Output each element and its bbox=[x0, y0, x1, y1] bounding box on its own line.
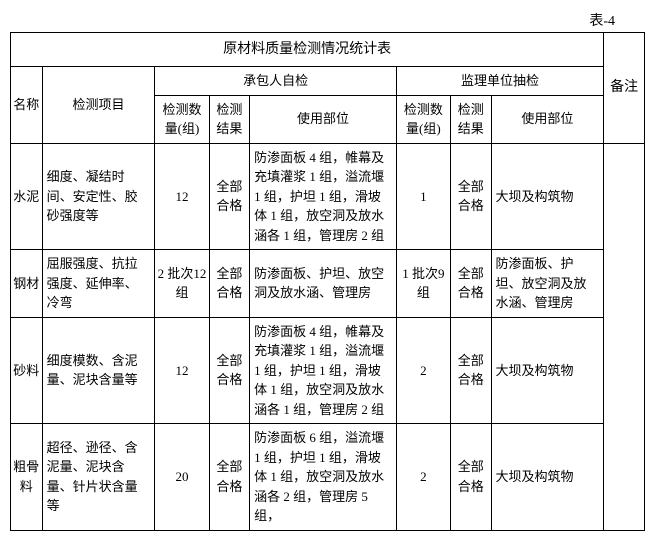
cell-c-use: 防渗面板、护坦、放空洞及放水涵、管理房 bbox=[250, 250, 397, 318]
header-item: 检测项目 bbox=[42, 67, 155, 144]
table-body: 水泥 细度、凝结时间、安定性、胶砂强度等 12 全部合格 防渗面板 4 组，帷幕… bbox=[11, 143, 645, 530]
cell-item: 细度模数、含泥量、泥块含量等 bbox=[42, 317, 155, 424]
cell-remark bbox=[604, 143, 645, 530]
cell-s-res: 全部合格 bbox=[450, 250, 491, 318]
cell-name: 水泥 bbox=[11, 143, 43, 250]
header-s-res: 检测结果 bbox=[450, 95, 491, 143]
cell-s-res: 全部合格 bbox=[450, 317, 491, 424]
cell-c-res: 全部合格 bbox=[209, 424, 250, 531]
header-s-qty: 检测数量(组) bbox=[396, 95, 450, 143]
table-title: 原材料质量检测情况统计表 bbox=[11, 33, 604, 67]
cell-s-res: 全部合格 bbox=[450, 424, 491, 531]
cell-s-qty: 2 bbox=[396, 424, 450, 531]
cell-name: 钢材 bbox=[11, 250, 43, 318]
table-row: 粗骨料 超径、逊径、含泥量、泥块含量、针片状含量等 20 全部合格 防渗面板 6… bbox=[11, 424, 645, 531]
cell-s-qty: 1 批次9 组 bbox=[396, 250, 450, 318]
cell-item: 细度、凝结时间、安定性、胶砂强度等 bbox=[42, 143, 155, 250]
table-label: 表-4 bbox=[10, 10, 645, 30]
cell-s-qty: 1 bbox=[396, 143, 450, 250]
cell-c-res: 全部合格 bbox=[209, 250, 250, 318]
cell-s-use: 大坝及构筑物 bbox=[491, 317, 604, 424]
cell-s-res: 全部合格 bbox=[450, 143, 491, 250]
header-name: 名称 bbox=[11, 67, 43, 144]
table-row: 水泥 细度、凝结时间、安定性、胶砂强度等 12 全部合格 防渗面板 4 组，帷幕… bbox=[11, 143, 645, 250]
header-c-res: 检测结果 bbox=[209, 95, 250, 143]
cell-c-qty: 20 bbox=[155, 424, 209, 531]
table-row: 钢材 屈服强度、抗拉强度、延伸率、冷弯 2 批次12 组 全部合格 防渗面板、护… bbox=[11, 250, 645, 318]
cell-c-use: 防渗面板 4 组，帷幕及充填灌浆 1 组，溢流堰 1 组，护坦 1 组，滑坡体 … bbox=[250, 143, 397, 250]
table-row: 砂料 细度模数、含泥量、泥块含量等 12 全部合格 防渗面板 4 组，帷幕及充填… bbox=[11, 317, 645, 424]
cell-name: 砂料 bbox=[11, 317, 43, 424]
cell-c-qty: 12 bbox=[155, 143, 209, 250]
cell-s-use: 防渗面板、护坦、放空洞及放水涵、管理房 bbox=[491, 250, 604, 318]
cell-c-qty: 2 批次12 组 bbox=[155, 250, 209, 318]
cell-s-use: 大坝及构筑物 bbox=[491, 143, 604, 250]
cell-c-res: 全部合格 bbox=[209, 143, 250, 250]
header-contractor: 承包人自检 bbox=[155, 67, 396, 96]
cell-c-res: 全部合格 bbox=[209, 317, 250, 424]
header-remark: 备注 bbox=[604, 33, 645, 144]
cell-s-qty: 2 bbox=[396, 317, 450, 424]
header-c-use: 使用部位 bbox=[250, 95, 397, 143]
header-supervisor: 监理单位抽检 bbox=[396, 67, 604, 96]
cell-c-use: 防渗面板 4 组，帷幕及充填灌浆 1 组，溢流堰 1 组，护坦 1 组，滑坡体 … bbox=[250, 317, 397, 424]
cell-c-use: 防渗面板 6 组，溢流堰 1 组，护坦 1 组，滑坡体 1 组，放空洞及放水涵各… bbox=[250, 424, 397, 531]
cell-name: 粗骨料 bbox=[11, 424, 43, 531]
cell-c-qty: 12 bbox=[155, 317, 209, 424]
cell-item: 超径、逊径、含泥量、泥块含量、针片状含量等 bbox=[42, 424, 155, 531]
cell-item: 屈服强度、抗拉强度、延伸率、冷弯 bbox=[42, 250, 155, 318]
inspection-table: 原材料质量检测情况统计表 备注 名称 检测项目 承包人自检 监理单位抽检 检测数… bbox=[10, 32, 645, 531]
header-s-use: 使用部位 bbox=[491, 95, 604, 143]
header-c-qty: 检测数量(组) bbox=[155, 95, 209, 143]
cell-s-use: 大坝及构筑物 bbox=[491, 424, 604, 531]
